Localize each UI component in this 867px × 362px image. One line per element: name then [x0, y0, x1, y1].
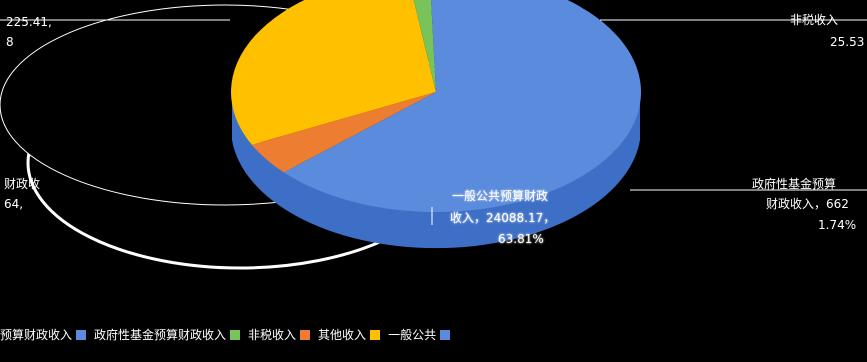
pie-slice-3: [251, 92, 436, 173]
pie-slice-1: [413, 0, 436, 92]
legend-label: 其他收入: [318, 328, 367, 342]
legend-swatch: [300, 330, 311, 340]
label-left-mid-1: 财政收: [4, 177, 41, 191]
legend-swatch: [76, 330, 87, 340]
legend-label: 政府性基金预算财政收入: [94, 328, 227, 342]
label-right-3: 1.74%: [818, 218, 857, 232]
label-left-mid-2: 64,: [4, 197, 24, 211]
legend-item: 预算财政收入: [0, 325, 90, 345]
legend-label: 非税收入: [248, 328, 297, 342]
label-right-2: 财政收入，662: [766, 197, 849, 211]
label-top-left-1: 225.41,: [6, 15, 52, 29]
chart-legend: 预算财政收入 政府性基金预算财政收入 非税收入 其他收入 一般公共: [0, 325, 867, 345]
pie-slice-2: [231, 0, 436, 145]
label-top-left-2: 8: [6, 35, 14, 49]
label-center-3: 63.81%: [498, 232, 544, 246]
pie-slices: [231, 0, 641, 212]
legend-swatch: [370, 330, 381, 340]
legend-label: 一般公共: [388, 328, 437, 342]
label-right-1: 政府性基金预算: [752, 177, 837, 191]
label-top-right-2: 25.53: [830, 35, 865, 49]
legend-item: 其他收入: [318, 325, 384, 345]
legend-item: 政府性基金预算财政收入: [94, 325, 244, 345]
legend-label: 预算财政收入: [0, 328, 73, 342]
legend-swatch: [440, 330, 451, 340]
legend-item: 非税收入: [248, 325, 314, 345]
pie-slice-0: [283, 0, 641, 212]
label-center-1: 一般公共预算财政: [452, 189, 549, 203]
label-top-right-1: 非税收入: [790, 13, 839, 27]
pie-side-blue: [232, 92, 640, 249]
legend-item: 一般公共: [388, 325, 454, 345]
legend-swatch: [230, 330, 241, 340]
label-center-2: 收入，24088.17，: [450, 211, 556, 225]
